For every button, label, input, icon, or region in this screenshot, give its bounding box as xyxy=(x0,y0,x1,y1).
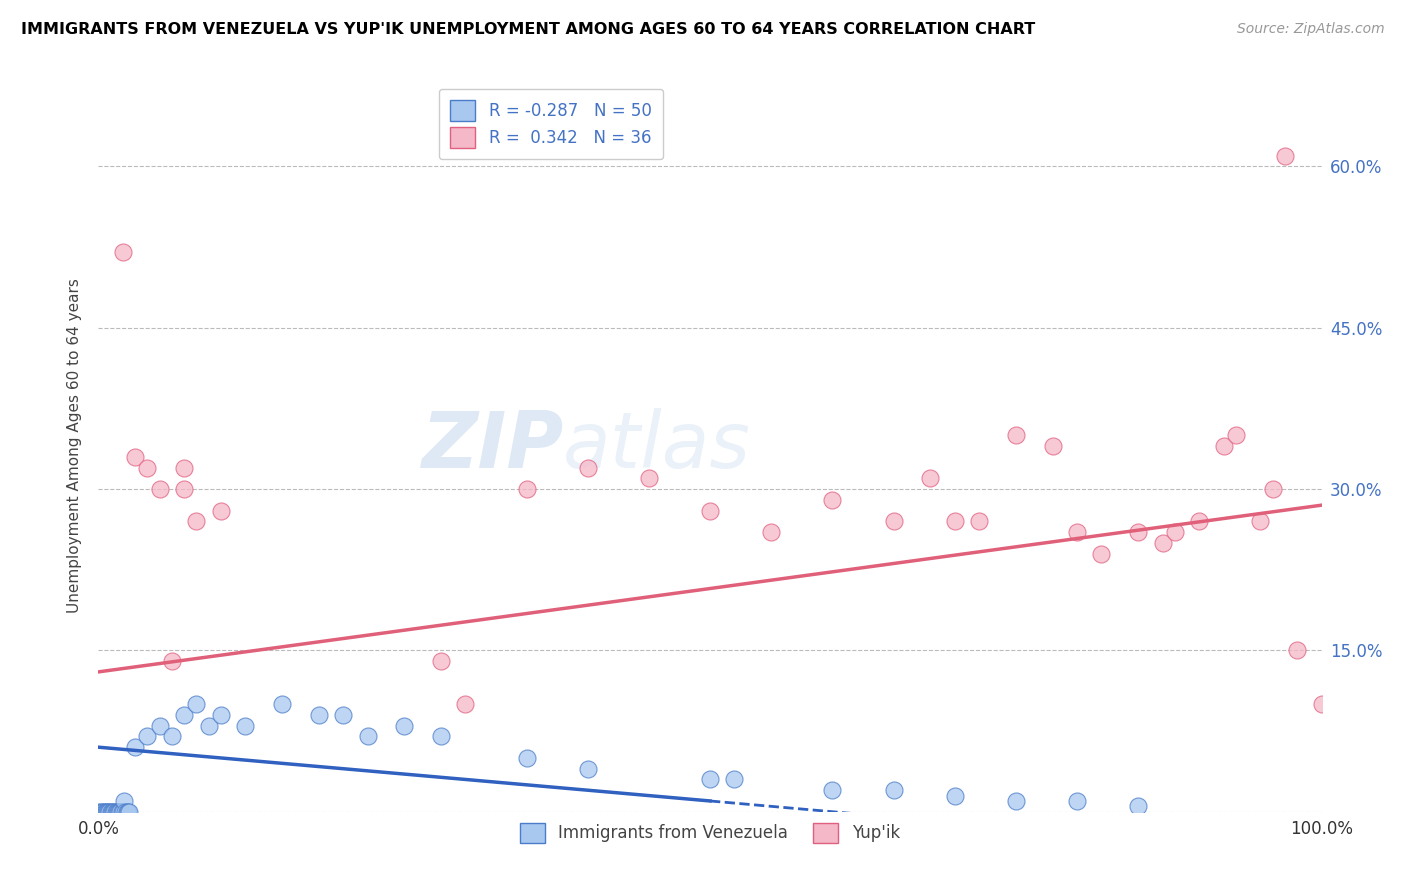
Point xyxy=(576,460,599,475)
Point xyxy=(173,707,195,722)
Point xyxy=(515,482,537,496)
Point xyxy=(1152,536,1174,550)
Point xyxy=(124,740,146,755)
Point xyxy=(576,762,599,776)
Text: ZIP: ZIP xyxy=(420,408,564,484)
Point xyxy=(1090,547,1112,561)
Point xyxy=(149,719,172,733)
Point xyxy=(136,730,159,744)
Point xyxy=(430,654,453,668)
Point xyxy=(1004,794,1026,808)
Point xyxy=(111,805,134,819)
Point xyxy=(110,805,132,819)
Point xyxy=(270,697,294,711)
Point xyxy=(101,805,124,819)
Point xyxy=(186,514,208,528)
Point xyxy=(173,482,195,496)
Point xyxy=(93,805,115,819)
Point xyxy=(430,730,453,744)
Point xyxy=(94,805,117,819)
Point xyxy=(160,654,183,668)
Point xyxy=(136,460,159,475)
Point xyxy=(356,730,378,744)
Point xyxy=(173,460,195,475)
Point xyxy=(515,751,537,765)
Point xyxy=(1274,148,1296,162)
Point xyxy=(332,707,354,722)
Point xyxy=(114,805,136,819)
Point xyxy=(821,492,844,507)
Point xyxy=(91,805,114,819)
Point xyxy=(1188,514,1211,528)
Point xyxy=(1249,514,1271,528)
Point xyxy=(1066,524,1088,539)
Y-axis label: Unemployment Among Ages 60 to 64 years: Unemployment Among Ages 60 to 64 years xyxy=(67,278,83,614)
Point xyxy=(98,805,121,819)
Point xyxy=(100,805,122,819)
Point xyxy=(111,805,134,819)
Point xyxy=(699,772,721,787)
Point xyxy=(1164,524,1187,539)
Point xyxy=(104,805,127,819)
Point xyxy=(821,783,844,797)
Point xyxy=(209,707,232,722)
Point xyxy=(308,707,330,722)
Point xyxy=(1310,697,1333,711)
Point xyxy=(1004,428,1026,442)
Point xyxy=(97,805,120,819)
Point xyxy=(883,783,905,797)
Point xyxy=(637,471,661,485)
Point xyxy=(115,805,138,819)
Text: Source: ZipAtlas.com: Source: ZipAtlas.com xyxy=(1237,22,1385,37)
Point xyxy=(124,450,146,464)
Legend: Immigrants from Venezuela, Yup'ik: Immigrants from Venezuela, Yup'ik xyxy=(509,811,911,855)
Point xyxy=(1128,799,1150,814)
Point xyxy=(1225,428,1247,442)
Point xyxy=(112,794,135,808)
Point xyxy=(1128,524,1150,539)
Point xyxy=(103,805,125,819)
Point xyxy=(108,805,131,819)
Point xyxy=(105,805,128,819)
Point xyxy=(967,514,990,528)
Point xyxy=(920,471,942,485)
Point xyxy=(883,514,905,528)
Point xyxy=(101,805,124,819)
Point xyxy=(186,697,208,711)
Point xyxy=(160,730,183,744)
Point xyxy=(1212,439,1234,453)
Point xyxy=(209,503,232,517)
Point xyxy=(1261,482,1284,496)
Point xyxy=(91,805,114,819)
Point xyxy=(111,245,134,260)
Point xyxy=(761,524,783,539)
Point xyxy=(943,514,966,528)
Point xyxy=(723,772,745,787)
Point xyxy=(197,719,219,733)
Point xyxy=(96,805,118,819)
Text: IMMIGRANTS FROM VENEZUELA VS YUP'IK UNEMPLOYMENT AMONG AGES 60 TO 64 YEARS CORRE: IMMIGRANTS FROM VENEZUELA VS YUP'IK UNEM… xyxy=(21,22,1035,37)
Point xyxy=(1042,439,1064,453)
Point xyxy=(117,805,139,819)
Point xyxy=(149,482,172,496)
Text: atlas: atlas xyxy=(564,408,751,484)
Point xyxy=(699,503,721,517)
Point xyxy=(90,805,112,819)
Point xyxy=(392,719,416,733)
Point xyxy=(1066,794,1088,808)
Point xyxy=(107,805,129,819)
Point xyxy=(943,789,966,803)
Point xyxy=(233,719,256,733)
Point xyxy=(1286,643,1309,657)
Point xyxy=(87,805,110,819)
Point xyxy=(118,805,141,819)
Point xyxy=(454,697,477,711)
